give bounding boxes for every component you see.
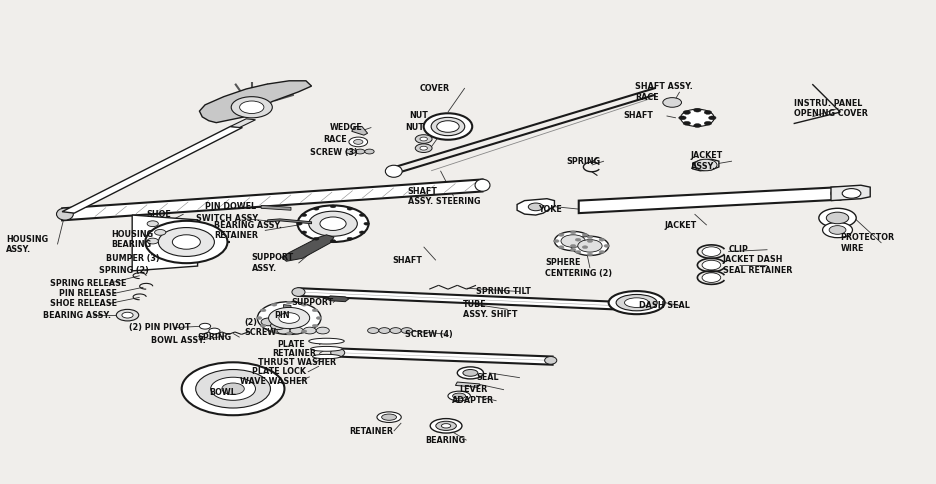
Circle shape xyxy=(319,217,345,230)
Circle shape xyxy=(277,327,290,334)
Circle shape xyxy=(528,203,543,211)
Circle shape xyxy=(211,377,256,400)
Circle shape xyxy=(300,213,306,216)
Text: HOUSING
ASSY.: HOUSING ASSY. xyxy=(6,235,48,254)
Text: CLIP: CLIP xyxy=(727,245,747,254)
Text: SCREW (4): SCREW (4) xyxy=(404,330,452,339)
Circle shape xyxy=(158,227,214,257)
Text: LEVER: LEVER xyxy=(459,385,487,394)
Circle shape xyxy=(286,332,292,335)
Text: SUPPORT
ASSY.: SUPPORT ASSY. xyxy=(252,254,294,273)
Polygon shape xyxy=(351,126,367,135)
Text: PIN RELEASE: PIN RELEASE xyxy=(59,289,117,298)
Text: YOKE: YOKE xyxy=(538,205,562,214)
Text: SPRING (2): SPRING (2) xyxy=(98,266,148,275)
Circle shape xyxy=(701,247,720,257)
Circle shape xyxy=(346,237,352,240)
Ellipse shape xyxy=(624,298,648,307)
Circle shape xyxy=(309,211,357,236)
Circle shape xyxy=(300,231,306,234)
Circle shape xyxy=(355,149,364,154)
Text: BEARING ASSY.
RETAINER: BEARING ASSY. RETAINER xyxy=(214,221,282,240)
Circle shape xyxy=(704,121,711,125)
Circle shape xyxy=(553,240,559,242)
Circle shape xyxy=(558,246,563,249)
Circle shape xyxy=(415,144,431,152)
Circle shape xyxy=(415,135,431,143)
Circle shape xyxy=(312,324,317,327)
Circle shape xyxy=(313,237,318,240)
Circle shape xyxy=(841,189,860,198)
Ellipse shape xyxy=(544,357,556,364)
Text: JACKET DASH
SEAL RETAINER: JACKET DASH SEAL RETAINER xyxy=(722,256,791,275)
Text: INSTRU. PANEL
OPENING COVER: INSTRU. PANEL OPENING COVER xyxy=(793,99,867,118)
Circle shape xyxy=(297,222,302,225)
Circle shape xyxy=(587,253,592,256)
Text: PLATE LOCK: PLATE LOCK xyxy=(252,367,305,377)
Circle shape xyxy=(257,302,320,334)
Ellipse shape xyxy=(441,424,450,428)
Circle shape xyxy=(154,229,166,235)
Text: RACE: RACE xyxy=(322,136,346,145)
Text: JACKET: JACKET xyxy=(664,221,696,229)
Circle shape xyxy=(818,208,856,227)
Polygon shape xyxy=(830,185,870,200)
Circle shape xyxy=(570,248,576,251)
Polygon shape xyxy=(268,219,311,224)
Text: SPRING RELEASE: SPRING RELEASE xyxy=(50,279,126,288)
Ellipse shape xyxy=(312,354,340,359)
Text: WEDGE: WEDGE xyxy=(329,123,362,132)
Text: RETAINER: RETAINER xyxy=(348,426,392,436)
Text: BEARING: BEARING xyxy=(425,436,465,445)
Circle shape xyxy=(313,207,318,210)
Circle shape xyxy=(346,207,352,210)
Text: WAVE WASHER: WAVE WASHER xyxy=(240,377,307,386)
Text: (2) PIN PIVOT: (2) PIN PIVOT xyxy=(129,323,191,332)
Circle shape xyxy=(680,109,713,126)
Text: (2)
SCREW: (2) SCREW xyxy=(244,318,276,337)
Circle shape xyxy=(693,123,700,127)
Polygon shape xyxy=(326,296,348,302)
Ellipse shape xyxy=(376,412,401,423)
Text: SHAFT: SHAFT xyxy=(391,256,421,265)
Text: DASH SEAL: DASH SEAL xyxy=(637,301,689,310)
Circle shape xyxy=(303,327,315,334)
Circle shape xyxy=(261,318,276,326)
Circle shape xyxy=(581,233,587,236)
Text: JACKET
ASSY.: JACKET ASSY. xyxy=(690,151,723,171)
Text: SHOE: SHOE xyxy=(146,210,170,219)
Circle shape xyxy=(587,240,592,242)
Circle shape xyxy=(286,301,292,304)
Text: SPRING TILT: SPRING TILT xyxy=(475,287,531,296)
Circle shape xyxy=(554,231,592,251)
Polygon shape xyxy=(199,81,311,122)
Circle shape xyxy=(182,363,285,415)
Polygon shape xyxy=(230,119,256,127)
Circle shape xyxy=(147,238,158,244)
Text: SEAL: SEAL xyxy=(475,373,498,382)
Ellipse shape xyxy=(292,287,305,296)
Circle shape xyxy=(209,328,220,334)
Circle shape xyxy=(271,330,277,333)
Text: BUMPER (3): BUMPER (3) xyxy=(106,255,159,263)
Text: THRUST WASHER: THRUST WASHER xyxy=(258,358,336,367)
Text: COVER: COVER xyxy=(419,84,449,92)
Circle shape xyxy=(708,116,715,120)
Circle shape xyxy=(693,108,700,112)
Text: BEARING ASSY.: BEARING ASSY. xyxy=(43,311,111,319)
Circle shape xyxy=(231,97,272,118)
Circle shape xyxy=(196,369,271,408)
Circle shape xyxy=(315,327,329,334)
Circle shape xyxy=(122,312,133,318)
Circle shape xyxy=(240,101,264,114)
Ellipse shape xyxy=(475,179,490,191)
Circle shape xyxy=(298,205,368,242)
Text: TUBE
ASSY. SHIFT: TUBE ASSY. SHIFT xyxy=(462,300,517,319)
Ellipse shape xyxy=(462,369,477,376)
Text: NUT: NUT xyxy=(404,123,423,132)
Circle shape xyxy=(436,121,459,132)
Ellipse shape xyxy=(608,291,664,314)
Circle shape xyxy=(353,139,362,144)
Circle shape xyxy=(558,233,563,236)
Circle shape xyxy=(587,236,592,239)
